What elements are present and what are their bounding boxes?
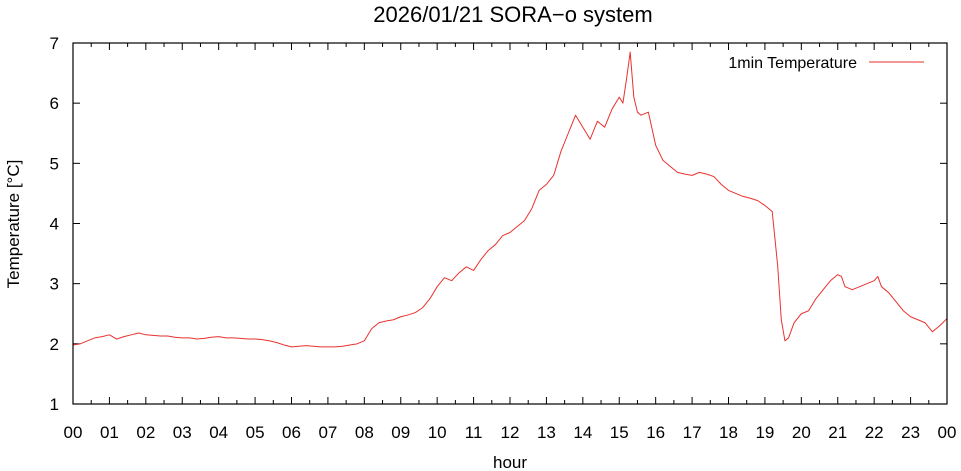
x-tick-label: 19 — [755, 423, 774, 442]
y-tick-label: 4 — [50, 215, 59, 234]
y-tick-label: 2 — [50, 335, 59, 354]
series-line-1min-temperature — [72, 51, 948, 348]
plot-frame — [72, 42, 948, 405]
legend-entry-label: 1min Temperature — [728, 55, 857, 72]
x-tick-label: 04 — [209, 423, 228, 442]
y-tick-label: 1 — [50, 395, 59, 414]
x-tick-label: 01 — [100, 423, 119, 442]
chart-title: 2026/01/21 SORA−o system — [373, 2, 652, 27]
axis-ticks — [72, 42, 948, 405]
x-tick-labels: 00 01 02 03 04 05 06 07 08 09 10 11 12 13 14 15 16 17 18 19… — [64, 423, 957, 442]
x-tick-label: 14 — [573, 423, 592, 442]
x-tick-label: 03 — [173, 423, 192, 442]
x-tick-label: 23 — [901, 423, 920, 442]
y-tick-label: 7 — [50, 34, 59, 53]
x-tick-label: 15 — [610, 423, 629, 442]
y-axis-label: Temperature [°C] — [4, 160, 23, 289]
x-tick-label: 22 — [865, 423, 884, 442]
y-tick-labels: 1 2 3 4 5 6 7 — [50, 34, 59, 414]
x-tick-label: 06 — [282, 423, 301, 442]
x-tick-label: 09 — [391, 423, 410, 442]
x-tick-label: 08 — [355, 423, 374, 442]
x-tick-label: 13 — [537, 423, 556, 442]
x-tick-label: 10 — [428, 423, 447, 442]
x-tick-label: 00 — [938, 423, 957, 442]
x-tick-label: 21 — [828, 423, 847, 442]
x-tick-label: 12 — [501, 423, 520, 442]
x-tick-label: 11 — [465, 423, 483, 442]
x-tick-label: 17 — [683, 423, 702, 442]
x-tick-label: 02 — [136, 423, 155, 442]
x-tick-label: 18 — [719, 423, 738, 442]
x-axis-label: hour — [493, 453, 527, 471]
y-tick-label: 6 — [50, 94, 59, 113]
y-tick-label: 5 — [50, 154, 59, 173]
x-tick-label: 20 — [792, 423, 811, 442]
y-tick-label: 3 — [50, 275, 59, 294]
x-tick-label: 16 — [646, 423, 665, 442]
x-tick-label: 00 — [64, 423, 83, 442]
x-tick-label: 05 — [246, 423, 265, 442]
legend: 1min Temperature — [728, 55, 924, 72]
x-tick-label: 07 — [318, 423, 337, 442]
